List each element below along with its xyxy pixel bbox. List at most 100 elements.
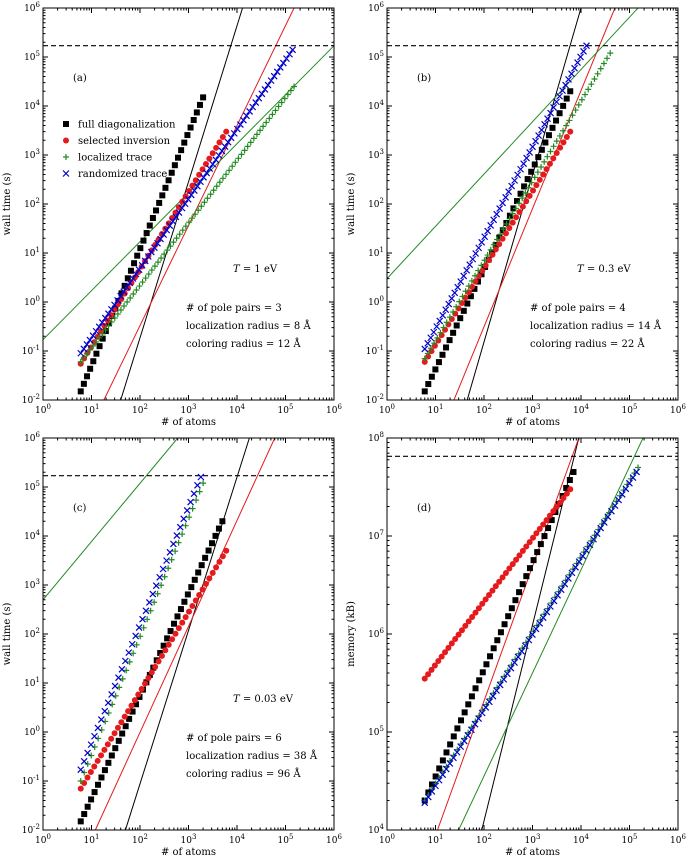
data-point: [149, 214, 156, 221]
data-point: [472, 272, 479, 279]
data-point: [164, 247, 171, 254]
y-tick-label: 101: [24, 676, 40, 689]
data-point: [461, 709, 468, 716]
data-point: [629, 474, 637, 482]
y-tick-label: 106: [368, 1, 384, 14]
data-point: [264, 81, 272, 89]
data-point: [250, 135, 257, 142]
data-point: [434, 334, 441, 341]
data-point: [260, 123, 267, 130]
data-point: [517, 190, 524, 197]
data-point: [227, 134, 235, 142]
data-point: [99, 330, 106, 337]
data-point: [525, 184, 532, 191]
data-point: [479, 267, 486, 274]
data-point: [554, 591, 562, 599]
data-point: [101, 746, 108, 753]
data-point: [266, 115, 273, 122]
data-point: [459, 293, 466, 300]
data-point: [606, 509, 613, 516]
data-point: [172, 548, 179, 555]
y-tick-label: 100: [24, 725, 40, 738]
data-point: [466, 261, 474, 269]
data-point: [130, 291, 137, 298]
parameter-annotation: # of pole pairs = 6: [186, 733, 282, 744]
data-point: [505, 188, 513, 196]
data-point: [88, 752, 95, 759]
data-point: [547, 109, 554, 117]
data-point: [428, 373, 435, 380]
y-axis-label: wall time (s): [2, 602, 13, 665]
data-point: [223, 547, 230, 554]
data-point: [284, 91, 291, 98]
data-point: [563, 485, 570, 492]
data-point: [166, 222, 174, 230]
data-point: [77, 766, 85, 774]
data-point: [105, 759, 112, 766]
y-tick-label: 105: [24, 480, 40, 493]
data-point: [536, 176, 543, 183]
data-point: [557, 499, 564, 506]
data-point: [187, 191, 195, 199]
legend-label: full diagonalization: [78, 120, 176, 131]
data-point: [98, 319, 106, 326]
data-point: [186, 187, 193, 194]
data-point: [457, 278, 465, 286]
data-point: [528, 168, 535, 175]
data-point: [77, 818, 84, 825]
y-tick-label: 106: [24, 1, 40, 14]
data-point: [546, 512, 553, 519]
data-point: [182, 522, 189, 529]
data-point: [84, 774, 91, 781]
data-point: [187, 498, 195, 506]
fit-lines: [387, 438, 678, 830]
panel-label: (b): [417, 73, 431, 84]
data-point: [102, 326, 109, 333]
data-point: [98, 752, 105, 759]
data-point: [151, 244, 158, 252]
data-point: [123, 283, 131, 291]
data-point: [557, 586, 565, 594]
data-point: [438, 653, 445, 660]
x-tick-label: 100: [379, 833, 395, 846]
x-tick-label: 103: [181, 403, 197, 416]
y-tick-label: 102: [24, 197, 40, 210]
data-point: [607, 50, 614, 57]
data-point: [125, 649, 133, 657]
data-point: [153, 207, 160, 214]
data-point: [493, 210, 501, 218]
data-point: [216, 139, 223, 146]
data-point: [86, 336, 94, 344]
data-point: [200, 480, 207, 487]
data-point: [167, 628, 174, 635]
data-point: [81, 769, 88, 776]
data-point: [142, 680, 149, 687]
data-point: [479, 669, 486, 676]
data-point: [151, 263, 158, 270]
data-point: [496, 241, 503, 248]
panel-d: 100 101 102 103 104 105 106 104 105 106 107 108 # of…: [346, 431, 686, 858]
data-point: [465, 283, 472, 290]
data-point: [108, 735, 115, 742]
data-point: [289, 46, 297, 54]
data-point: [161, 251, 168, 258]
data-point: [452, 636, 459, 643]
data-point: [145, 674, 152, 681]
data-point: [144, 253, 152, 260]
fit-line: [458, 438, 644, 830]
data-point: [544, 115, 552, 123]
data-point: [91, 763, 98, 770]
data-point: [155, 658, 162, 665]
data-point: [478, 262, 485, 269]
data-point: [145, 271, 152, 278]
data-point: [497, 629, 504, 636]
data-point: [430, 328, 438, 336]
data-point: [157, 235, 164, 243]
data-point: [598, 520, 605, 527]
y-tick-label: 10-1: [366, 344, 384, 357]
data-point: [90, 358, 97, 365]
data-point: [433, 323, 441, 330]
data-point: [104, 741, 111, 748]
panel-c: 100 101 102 103 104 105 106 10-2 10-1 100 101 102 10…: [2, 431, 342, 858]
data-point: [432, 782, 439, 790]
